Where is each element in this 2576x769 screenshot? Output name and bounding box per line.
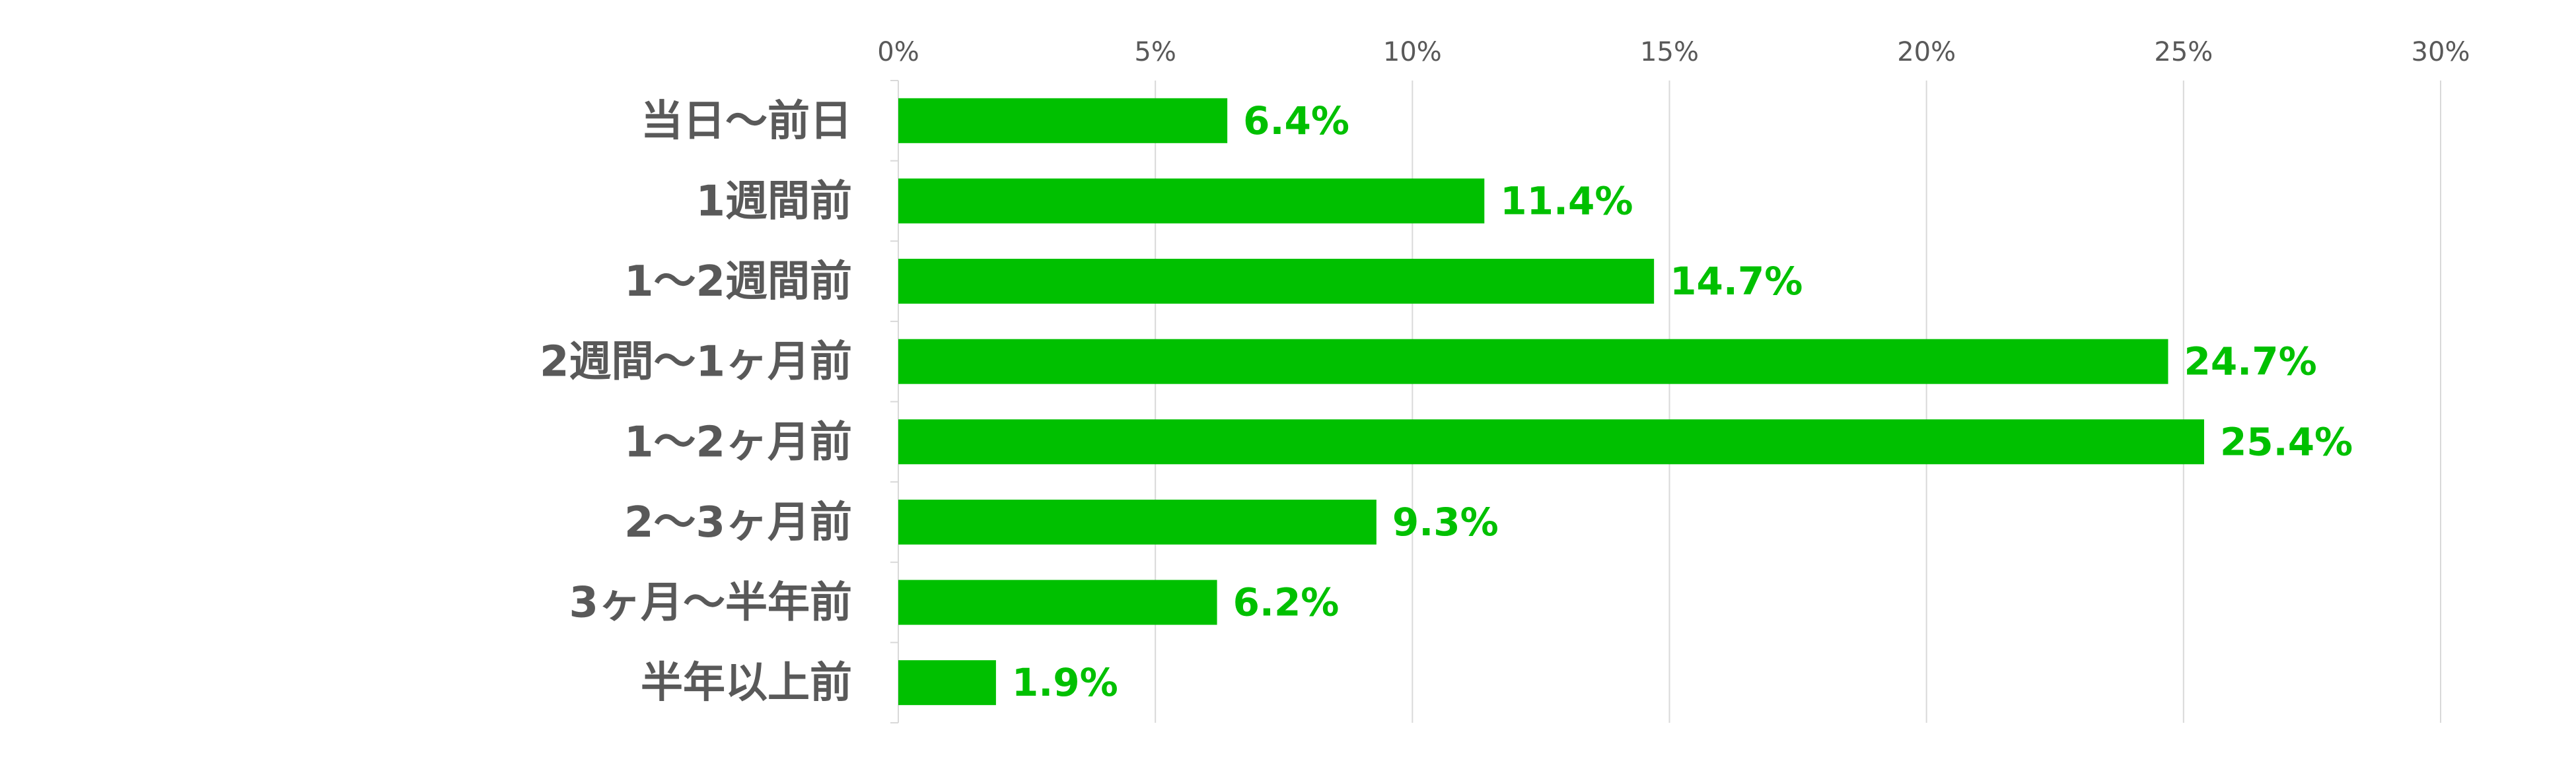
x-tick-label: 0%	[877, 37, 919, 67]
category-label: 2週間～1ヶ月前	[540, 338, 852, 387]
x-tick-label: 30%	[2412, 37, 2470, 67]
x-tick-label: 25%	[2154, 37, 2213, 67]
data-label: 14.7%	[1670, 259, 1803, 304]
data-label: 1.9%	[1012, 660, 1118, 705]
x-tick-label: 15%	[1640, 37, 1699, 67]
category-label: 1～2週間前	[624, 257, 852, 306]
x-tick-label: 10%	[1383, 37, 1442, 67]
x-tick-label: 5%	[1134, 37, 1176, 67]
bar	[898, 259, 1655, 304]
bar	[898, 580, 1217, 625]
bar	[898, 98, 1228, 143]
data-labels: 6.4% 11.4% 14.7% 24.7% 25.4% 9.3% 6.2% 1.9%	[1012, 98, 2353, 705]
data-label: 24.7%	[2184, 339, 2316, 384]
bar	[898, 178, 1485, 224]
category-label: 1～2ヶ月前	[624, 418, 852, 467]
data-label: 6.4%	[1243, 98, 1349, 143]
data-label: 11.4%	[1500, 178, 1633, 223]
data-label: 6.2%	[1233, 580, 1340, 625]
category-label: 2～3ヶ月前	[624, 498, 852, 547]
x-tick-labels: 0% 5% 10% 15% 20% 25% 30%	[877, 37, 2470, 67]
category-labels: 当日～前日 1週間前 1～2週間前 2週間～1ヶ月前 1～2ヶ月前 2～3ヶ月前 3ヶ月～半…	[540, 97, 852, 708]
category-label: 当日～前日	[641, 97, 852, 146]
x-tick-label: 20%	[1897, 37, 1956, 67]
category-label: 半年以上前	[641, 659, 852, 708]
category-label: 3ヶ月～半年前	[569, 579, 852, 628]
bar	[898, 660, 996, 706]
data-label: 9.3%	[1392, 500, 1499, 545]
bar	[898, 499, 1377, 545]
bar	[898, 419, 2204, 465]
bars	[898, 98, 2204, 706]
data-label: 25.4%	[2220, 419, 2353, 464]
bar	[898, 339, 2168, 384]
axes	[890, 80, 899, 723]
category-label: 1週間前	[696, 177, 852, 226]
gridlines	[1155, 81, 2441, 723]
